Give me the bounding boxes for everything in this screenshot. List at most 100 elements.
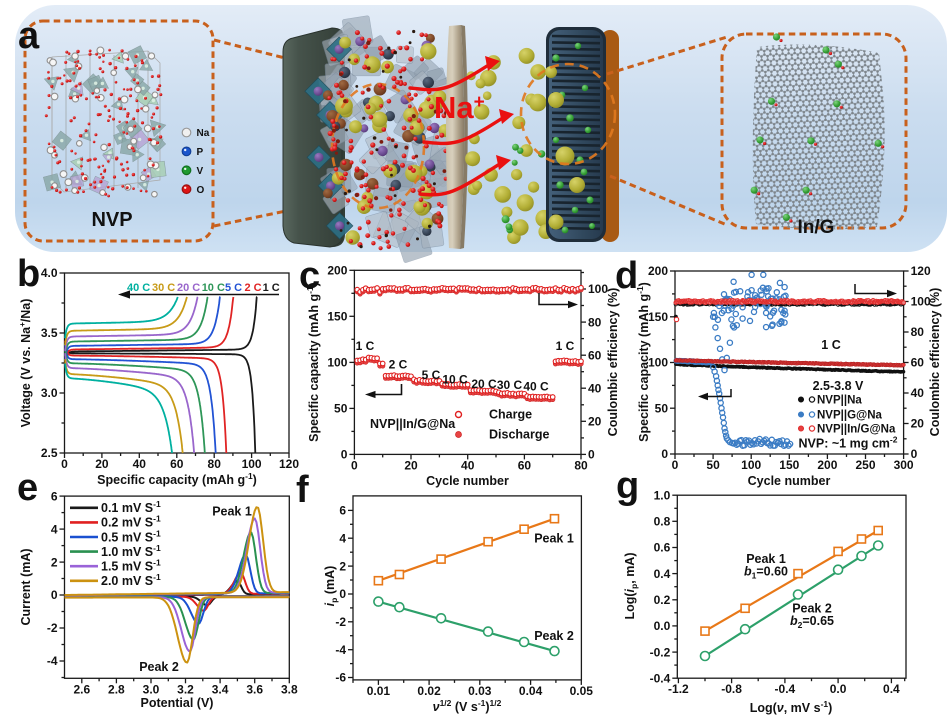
svg-text:6: 6 — [51, 489, 58, 503]
svg-text:150: 150 — [327, 310, 347, 324]
svg-text:Potential (V): Potential (V) — [141, 696, 214, 710]
svg-text:Discharge: Discharge — [489, 428, 549, 442]
svg-text:100: 100 — [741, 458, 761, 472]
svg-text:60: 60 — [518, 458, 532, 472]
svg-text:250: 250 — [855, 458, 875, 472]
svg-text:2.5-3.8 V: 2.5-3.8 V — [813, 379, 864, 393]
svg-text:0: 0 — [51, 588, 58, 602]
svg-text:b1=0.60: b1=0.60 — [744, 565, 788, 581]
svg-text:0.01: 0.01 — [367, 684, 391, 698]
svg-text:-0.2: -0.2 — [650, 645, 671, 659]
svg-text:Peak 1: Peak 1 — [746, 552, 786, 566]
svg-text:0: 0 — [588, 448, 595, 462]
svg-text:0.4: 0.4 — [654, 567, 671, 581]
svg-text:Log(ip, mA): Log(ip, mA) — [623, 552, 639, 619]
svg-text:ν1/2 (V s-1)1/2: ν1/2 (V s-1)1/2 — [433, 698, 502, 714]
svg-text:In/G: In/G — [798, 217, 835, 238]
svg-text:1 C: 1 C — [263, 282, 280, 294]
svg-text:Specific capacity (mAh g-1): Specific capacity (mAh g-1) — [305, 282, 321, 442]
svg-text:0: 0 — [661, 447, 668, 461]
svg-text:4: 4 — [51, 522, 58, 536]
svg-text:80: 80 — [911, 325, 925, 339]
svg-text:40: 40 — [911, 386, 925, 400]
svg-text:Na: Na — [197, 128, 210, 139]
svg-text:0.02: 0.02 — [417, 684, 441, 698]
svg-text:40: 40 — [588, 381, 602, 395]
svg-text:1.0 mV S-1: 1.0 mV S-1 — [101, 543, 161, 559]
svg-text:200: 200 — [327, 264, 347, 278]
svg-text:0: 0 — [339, 587, 346, 601]
svg-text:2 C: 2 C — [245, 282, 262, 294]
svg-text:O: O — [197, 185, 205, 196]
svg-text:50: 50 — [655, 401, 669, 415]
svg-text:100: 100 — [327, 356, 347, 370]
svg-text:200: 200 — [648, 264, 668, 278]
svg-text:120: 120 — [911, 264, 931, 278]
svg-text:Charge: Charge — [489, 408, 532, 422]
svg-text:2.5: 2.5 — [41, 446, 58, 460]
svg-text:20 C: 20 C — [471, 377, 497, 391]
svg-text:Log(ν, mV s-1): Log(ν, mV s-1) — [750, 699, 833, 715]
svg-text:50: 50 — [334, 402, 348, 416]
svg-text:Peak 2: Peak 2 — [534, 629, 574, 643]
svg-text:NVP: ~1 mg cm-2: NVP: ~1 mg cm-2 — [799, 435, 898, 451]
svg-text:-1.2: -1.2 — [668, 682, 689, 696]
svg-text:-2: -2 — [47, 621, 58, 635]
svg-text:60: 60 — [170, 457, 184, 471]
svg-text:0.6: 0.6 — [654, 541, 671, 555]
svg-text:0.0: 0.0 — [654, 619, 671, 633]
svg-text:3.0: 3.0 — [41, 386, 58, 400]
svg-text:V: V — [197, 166, 204, 177]
svg-text:3.4: 3.4 — [212, 682, 229, 696]
svg-text:f: f — [296, 469, 309, 511]
svg-text:NVP: NVP — [91, 209, 132, 231]
svg-text:1.0: 1.0 — [654, 488, 671, 502]
svg-text:0.03: 0.03 — [468, 684, 492, 698]
svg-text:Specific capacity (mAh g-1): Specific capacity (mAh g-1) — [635, 282, 651, 442]
svg-text:150: 150 — [648, 310, 668, 324]
svg-text:-0.4: -0.4 — [775, 682, 796, 696]
svg-text:Specific capacity (mAh g-1): Specific capacity (mAh g-1) — [97, 471, 257, 487]
svg-text:0.8: 0.8 — [654, 515, 671, 529]
svg-text:Voltage (V vs. Na+/Na): Voltage (V vs. Na+/Na) — [18, 299, 33, 428]
svg-text:20 C: 20 C — [177, 282, 200, 294]
svg-text:40 C: 40 C — [127, 282, 150, 294]
svg-text:80: 80 — [208, 457, 222, 471]
svg-text:30 C: 30 C — [497, 378, 523, 392]
svg-text:120: 120 — [279, 457, 299, 471]
svg-text:2: 2 — [339, 559, 346, 573]
svg-text:NVP||In/G@Na: NVP||In/G@Na — [817, 424, 896, 436]
svg-text:3.2: 3.2 — [177, 682, 194, 696]
svg-text:30 C: 30 C — [152, 282, 175, 294]
svg-text:200: 200 — [817, 458, 837, 472]
svg-text:3.5: 3.5 — [41, 326, 58, 340]
svg-text:100: 100 — [911, 295, 931, 309]
svg-text:3.6: 3.6 — [246, 682, 263, 696]
svg-text:6: 6 — [339, 504, 346, 518]
svg-text:b: b — [17, 253, 40, 295]
svg-text:-4: -4 — [47, 654, 58, 668]
svg-text:1 C: 1 C — [556, 339, 575, 353]
svg-text:2.6: 2.6 — [73, 682, 90, 696]
svg-text:5 C: 5 C — [422, 368, 441, 382]
svg-text:Peak 1: Peak 1 — [534, 532, 574, 546]
svg-text:NVP||In/G@Na: NVP||In/G@Na — [370, 417, 456, 431]
svg-text:Cycle number: Cycle number — [748, 474, 831, 488]
svg-text:NVP||Na: NVP||Na — [817, 395, 862, 407]
svg-text:Coulombic efficiency (%): Coulombic efficiency (%) — [928, 288, 942, 437]
svg-text:P: P — [197, 147, 204, 158]
svg-text:0.4: 0.4 — [883, 682, 900, 696]
svg-text:-4: -4 — [335, 643, 346, 657]
svg-text:40: 40 — [133, 457, 147, 471]
svg-text:10 C: 10 C — [202, 282, 225, 294]
svg-text:0.2 mV S-1: 0.2 mV S-1 — [101, 514, 161, 530]
svg-text:2.8: 2.8 — [108, 682, 125, 696]
svg-text:Cycle number: Cycle number — [426, 474, 509, 488]
svg-text:2 C: 2 C — [389, 358, 408, 372]
svg-text:100: 100 — [242, 457, 262, 471]
svg-text:Peak 2: Peak 2 — [139, 660, 179, 674]
svg-text:0.5 mV S-1: 0.5 mV S-1 — [101, 528, 161, 544]
svg-text:80: 80 — [574, 458, 588, 472]
svg-text:100: 100 — [648, 356, 668, 370]
svg-text:0: 0 — [672, 458, 679, 472]
